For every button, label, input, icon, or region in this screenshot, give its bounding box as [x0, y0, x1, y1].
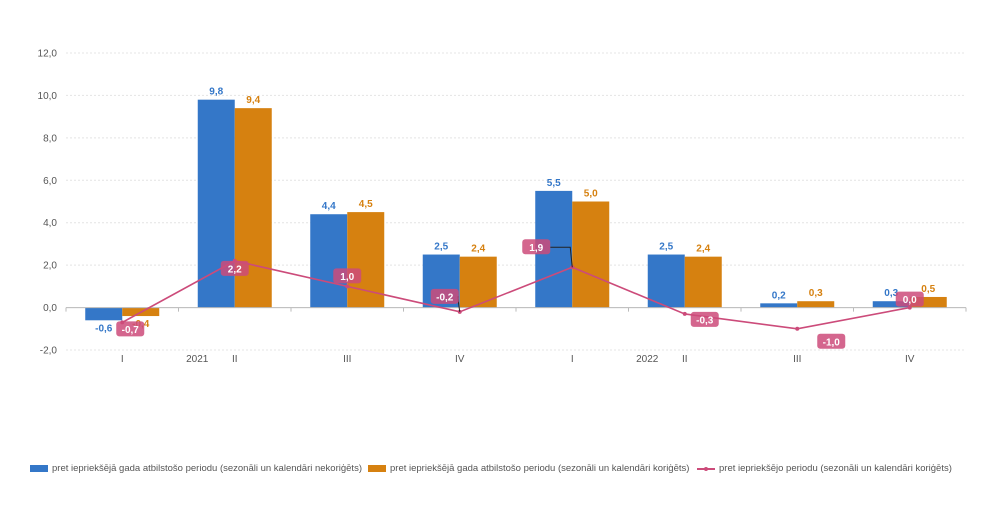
legend-item-series2[interactable]: pret iepriekšējā gada atbilstošo periodu…: [368, 463, 689, 474]
line-label-box: [220, 260, 249, 276]
line-label-series3: 1,0: [340, 272, 354, 283]
legend-swatch-series2: [368, 465, 386, 472]
line-label-box: [522, 239, 551, 255]
x-category-label: II: [682, 354, 688, 365]
line-label-box: [430, 288, 459, 304]
line-point-series3: [795, 326, 800, 331]
line-series: [120, 258, 912, 331]
y-axis-ticks: 12,0 10,0 8,0 6,0 4,0 2,0 0,0 -2,0: [38, 49, 58, 357]
bar-series1: [85, 307, 123, 321]
bar-label-series1: 0,2: [772, 290, 786, 301]
bar-series2: [347, 212, 385, 308]
x-category-label: I: [121, 354, 124, 365]
bar-series2: [234, 108, 272, 308]
bar-series2: [909, 296, 947, 308]
bar-label-series1: 0,3: [884, 288, 898, 299]
bar-label-series2: 2,4: [471, 244, 485, 255]
bar-label-series2: 4,5: [359, 199, 373, 210]
bar-series1: [872, 301, 910, 308]
legend-swatch-series1: [30, 465, 48, 472]
line-label-series3: -1,0: [823, 337, 841, 348]
line-series3: [121, 260, 910, 330]
x-category-label: II: [232, 354, 238, 365]
bar-series2: [684, 256, 722, 308]
legend-swatch-series3: [697, 465, 715, 472]
y-tick-label: 4,0: [43, 218, 57, 229]
line-label-series3: -0,2: [436, 292, 454, 303]
line-label-series3: 0,0: [903, 295, 917, 306]
bar-series1: [647, 254, 685, 308]
legend-label-series1: pret iepriekšējā gada atbilstošo periodu…: [52, 463, 362, 474]
x-category-label: III: [343, 354, 351, 365]
line-label-box: [333, 268, 362, 284]
bar-label-series2: 2,4: [696, 244, 710, 255]
bar-series2: [572, 201, 610, 308]
y-tick-label: 0,0: [43, 303, 57, 314]
y-tick-label: 10,0: [38, 91, 58, 102]
bar-label-series2: 0,5: [921, 284, 935, 295]
line-point-series3: [345, 284, 350, 289]
x-category-label: I: [571, 354, 574, 365]
y-tick-label: 2,0: [43, 261, 57, 272]
bars: [85, 99, 947, 321]
line-label-box: [817, 333, 846, 349]
bar-label-series2: 5,0: [584, 189, 598, 200]
line-label-leader: [550, 246, 573, 268]
legend-label-series2: pret iepriekšējā gada atbilstošo periodu…: [390, 463, 690, 474]
bar-label-series2: 9,4: [246, 95, 260, 106]
bar-label-series1: 9,8: [209, 87, 223, 98]
x-category-label: III: [793, 354, 801, 365]
x-category-label: IV: [905, 354, 915, 365]
line-label-series3: -0,7: [122, 325, 140, 336]
bar-label-series1: 4,4: [322, 201, 336, 212]
line-label-series3: 1,9: [529, 243, 543, 254]
x-year-label: 2021: [186, 354, 209, 365]
y-tick-label: 12,0: [38, 49, 58, 60]
bar-label-series1: -0,6: [95, 323, 113, 334]
y-tick-label: -2,0: [40, 346, 58, 357]
line-label-series3: -0,3: [696, 315, 714, 326]
legend-item-series1[interactable]: pret iepriekšējā gada atbilstošo periodu…: [30, 463, 362, 474]
x-year-label: 2022: [636, 354, 659, 365]
bar-label-series1: 5,5: [547, 178, 561, 189]
data-labels: -0,69,84,42,55,52,50,20,3-0,49,44,52,45,…: [95, 87, 936, 349]
bar-series1: [760, 303, 798, 308]
line-label-box: [690, 311, 719, 327]
line-point-series3: [682, 311, 687, 316]
bar-label-series1: 2,5: [434, 242, 448, 253]
x-category-label: IV: [455, 354, 465, 365]
bar-series1: [310, 214, 348, 308]
y-tick-label: 6,0: [43, 176, 57, 187]
legend-item-series3[interactable]: pret iepriekšējo periodu (sezonāli un ka…: [697, 463, 952, 474]
line-label-box: [895, 291, 924, 307]
bar-series1: [197, 99, 235, 308]
bar-series2: [797, 301, 835, 308]
bar-label-series2: 0,3: [809, 288, 823, 299]
y-tick-label: 8,0: [43, 133, 57, 144]
legend-label-series3: pret iepriekšējo periodu (sezonāli un ka…: [719, 463, 952, 474]
line-label-series3: 2,2: [228, 264, 242, 275]
line-label-box: [116, 321, 145, 337]
legend: pret iepriekšējā gada atbilstošo periodu…: [0, 463, 1000, 483]
bar-label-series1: 2,5: [659, 242, 673, 253]
